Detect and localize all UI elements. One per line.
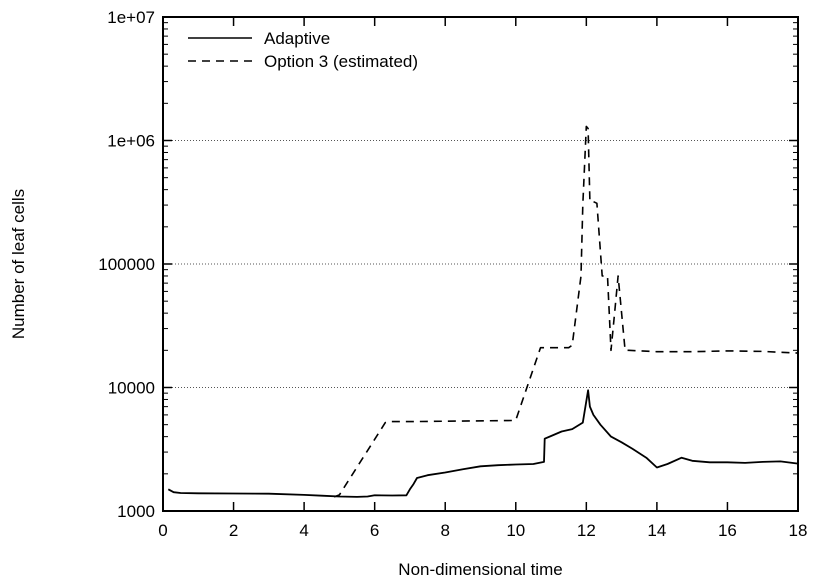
y-tick-label: 1e+06 bbox=[107, 132, 155, 151]
x-tick-label: 0 bbox=[158, 521, 167, 540]
x-tick-label: 18 bbox=[789, 521, 808, 540]
y-tick-label: 1000 bbox=[117, 502, 155, 521]
series-line-option-3 bbox=[333, 125, 799, 498]
series-line-adaptive bbox=[167, 389, 799, 498]
y-tick-label: 10000 bbox=[108, 379, 155, 398]
x-tick-label: 6 bbox=[370, 521, 379, 540]
x-tick-label: 2 bbox=[229, 521, 238, 540]
y-tick-label: 1e+07 bbox=[107, 8, 155, 27]
grid-lines bbox=[163, 140, 798, 388]
y-tick-label: 100000 bbox=[98, 255, 155, 274]
x-tick-label: 16 bbox=[718, 521, 737, 540]
legend: Adaptive Option 3 (estimated) bbox=[188, 29, 418, 71]
tick-labels: 1000 10000 100000 1e+06 1e+07 0 2 4 6 8 10 12 14 16 18 bbox=[98, 8, 807, 540]
series-lines bbox=[167, 125, 799, 498]
x-tick-label: 14 bbox=[647, 521, 666, 540]
x-tick-label: 4 bbox=[299, 521, 308, 540]
plot-frame bbox=[162, 16, 799, 512]
x-tick-label: 10 bbox=[506, 521, 525, 540]
x-tick-label: 8 bbox=[440, 521, 449, 540]
x-tick-label: 12 bbox=[577, 521, 596, 540]
axis-ticks bbox=[162, 16, 799, 512]
legend-label-adaptive: Adaptive bbox=[264, 29, 330, 48]
y-axis-label: Number of leaf cells bbox=[9, 189, 28, 339]
legend-label-option-3: Option 3 (estimated) bbox=[264, 52, 418, 71]
x-axis-label: Non-dimensional time bbox=[398, 560, 562, 579]
